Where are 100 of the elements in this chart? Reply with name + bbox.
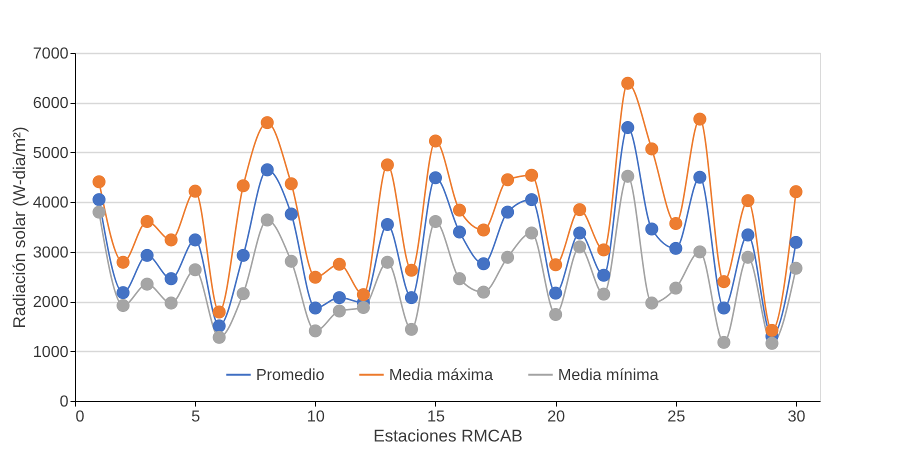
point bbox=[621, 170, 634, 183]
point bbox=[140, 248, 154, 262]
point bbox=[765, 324, 778, 337]
point bbox=[549, 258, 562, 272]
x-tick-label: 25 bbox=[667, 408, 686, 426]
point bbox=[717, 336, 730, 349]
point bbox=[452, 225, 466, 238]
point bbox=[404, 291, 418, 304]
point bbox=[693, 112, 706, 126]
point bbox=[188, 184, 202, 198]
point bbox=[573, 240, 586, 254]
point bbox=[549, 286, 562, 300]
point bbox=[597, 243, 610, 256]
point bbox=[501, 206, 514, 219]
point bbox=[645, 142, 658, 156]
point bbox=[164, 272, 178, 286]
point bbox=[332, 258, 346, 271]
y-tick-label: 4000 bbox=[32, 194, 69, 212]
point bbox=[236, 248, 250, 262]
point bbox=[428, 215, 442, 228]
point bbox=[501, 173, 514, 186]
point bbox=[188, 233, 202, 246]
point bbox=[116, 256, 130, 269]
point bbox=[92, 206, 106, 219]
point bbox=[260, 163, 274, 176]
point bbox=[789, 185, 802, 198]
point bbox=[188, 263, 202, 276]
point bbox=[621, 76, 634, 90]
point bbox=[380, 218, 394, 232]
point bbox=[428, 134, 442, 148]
point bbox=[356, 301, 370, 314]
point bbox=[212, 319, 226, 332]
y-tick-label: 6000 bbox=[32, 95, 69, 112]
point bbox=[669, 282, 682, 295]
point bbox=[597, 288, 610, 301]
point bbox=[573, 203, 586, 216]
point bbox=[717, 302, 730, 315]
point bbox=[525, 168, 538, 182]
point bbox=[741, 194, 754, 208]
x-tick-label: 10 bbox=[306, 408, 325, 426]
point bbox=[452, 204, 466, 217]
point bbox=[308, 302, 322, 315]
point bbox=[741, 228, 754, 242]
point bbox=[284, 254, 298, 268]
point bbox=[645, 296, 658, 310]
point bbox=[380, 256, 394, 269]
point bbox=[597, 268, 610, 282]
point bbox=[332, 291, 346, 304]
point bbox=[116, 286, 130, 300]
legend-label: Promedio bbox=[256, 366, 325, 384]
y-tick-label: 5000 bbox=[32, 144, 69, 162]
point bbox=[693, 170, 706, 184]
point bbox=[404, 264, 418, 277]
point bbox=[116, 299, 130, 312]
point bbox=[693, 245, 706, 258]
point bbox=[477, 257, 490, 270]
y-tick-label: 7000 bbox=[32, 46, 69, 62]
point bbox=[573, 226, 586, 240]
y-tick-label: 1000 bbox=[32, 344, 69, 361]
x-tick-label: 5 bbox=[191, 408, 200, 426]
point bbox=[669, 217, 682, 230]
point bbox=[549, 308, 562, 322]
point bbox=[92, 175, 106, 188]
point bbox=[236, 179, 250, 192]
x-tick-label: 30 bbox=[788, 408, 806, 426]
point bbox=[284, 177, 298, 190]
point bbox=[140, 278, 154, 291]
point bbox=[621, 121, 634, 134]
point bbox=[525, 226, 538, 240]
point bbox=[164, 233, 178, 246]
point bbox=[789, 236, 802, 249]
x-tick-label: 0 bbox=[76, 408, 84, 426]
point bbox=[356, 288, 370, 302]
point bbox=[332, 304, 346, 318]
point bbox=[140, 215, 154, 228]
y-tick-label: 2000 bbox=[32, 294, 69, 312]
y-tick-label: 0 bbox=[60, 394, 69, 410]
point bbox=[380, 158, 394, 172]
x-tick-label: 20 bbox=[547, 408, 566, 426]
point bbox=[717, 275, 730, 288]
point bbox=[164, 296, 178, 310]
point bbox=[404, 322, 418, 336]
y-axis-title: Radiación solar (W-dia/m²) bbox=[10, 126, 29, 328]
point bbox=[477, 223, 490, 236]
point bbox=[260, 214, 274, 227]
point bbox=[212, 330, 226, 344]
point bbox=[308, 324, 322, 338]
point bbox=[765, 336, 778, 350]
point bbox=[525, 193, 538, 206]
point bbox=[284, 208, 298, 221]
point bbox=[308, 270, 322, 284]
y-tick-label: 3000 bbox=[32, 244, 69, 262]
x-axis-title: Estaciones RMCAB bbox=[373, 426, 523, 446]
point bbox=[260, 116, 274, 130]
point bbox=[789, 262, 802, 275]
point bbox=[92, 193, 106, 206]
legend-label: Media máxima bbox=[389, 366, 494, 384]
point bbox=[501, 250, 514, 264]
point bbox=[428, 171, 442, 184]
point bbox=[452, 272, 466, 286]
